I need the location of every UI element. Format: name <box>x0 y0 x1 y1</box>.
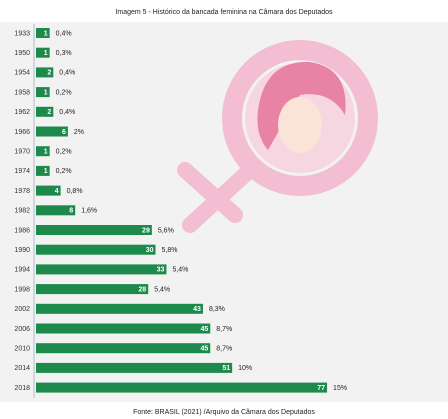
share-label: 8,7% <box>216 326 232 333</box>
bar-value-label: 1 <box>44 149 48 156</box>
share-label: 5,6% <box>158 227 174 234</box>
y-tick-label: 1962 <box>14 109 30 116</box>
bar-value-label: 6 <box>62 129 66 136</box>
bar <box>36 363 232 373</box>
bar-value-label: 28 <box>138 286 146 293</box>
bar-value-label: 4 <box>55 188 59 195</box>
y-tick-label: 1998 <box>14 286 30 293</box>
bar-value-label: 30 <box>146 247 154 254</box>
y-tick-label: 2006 <box>14 326 30 333</box>
bar <box>36 383 327 393</box>
bar-value-label: 51 <box>222 365 230 372</box>
share-label: 15% <box>333 385 347 392</box>
share-label: 0,4% <box>59 70 75 77</box>
share-label: 0,4% <box>59 109 75 116</box>
bar <box>36 245 156 255</box>
y-tick-label: 2014 <box>14 365 30 372</box>
share-label: 0,8% <box>67 188 83 195</box>
share-label: 0,3% <box>56 50 72 57</box>
bar-value-label: 1 <box>44 50 48 57</box>
bar <box>36 284 148 294</box>
chart-title: Imagem 5 - Histórico da bancada feminina… <box>115 9 333 16</box>
bar <box>36 304 203 314</box>
bar-value-label: 45 <box>200 346 208 353</box>
y-tick-label: 1966 <box>14 129 30 136</box>
y-tick-label: 2002 <box>14 306 30 313</box>
y-tick-label: 1970 <box>14 149 30 156</box>
share-label: 0,4% <box>56 30 72 37</box>
bar-value-label: 77 <box>317 385 325 392</box>
bar <box>36 343 210 353</box>
bar-value-label: 45 <box>200 326 208 333</box>
y-tick-label: 1950 <box>14 50 30 57</box>
bar-value-label: 2 <box>47 109 51 116</box>
share-label: 2% <box>74 129 84 136</box>
bar <box>36 324 210 334</box>
y-tick-label: 2010 <box>14 346 30 353</box>
bar-value-label: 29 <box>142 227 150 234</box>
share-label: 5,4% <box>172 267 188 274</box>
share-label: 5,8% <box>162 247 178 254</box>
share-label: 0,2% <box>56 168 72 175</box>
y-tick-label: 1974 <box>14 168 30 175</box>
share-label: 8,7% <box>216 346 232 353</box>
y-tick-label: 1954 <box>14 70 30 77</box>
share-label: 10% <box>238 365 252 372</box>
bar <box>36 264 166 274</box>
y-tick-label: 1990 <box>14 247 30 254</box>
share-label: 1,6% <box>81 208 97 215</box>
y-tick-label: 2018 <box>14 385 30 392</box>
y-tick-label: 1982 <box>14 208 30 215</box>
bar-value-label: 8 <box>69 208 73 215</box>
y-tick-label: 1978 <box>14 188 30 195</box>
y-tick-label: 1958 <box>14 89 30 96</box>
share-label: 5,4% <box>154 286 170 293</box>
bar-value-label: 1 <box>44 30 48 37</box>
share-label: 8,3% <box>209 306 225 313</box>
bar-value-label: 1 <box>44 89 48 96</box>
bar-value-label: 1 <box>44 168 48 175</box>
bar <box>36 225 152 235</box>
share-label: 0,2% <box>56 149 72 156</box>
y-tick-label: 1994 <box>14 267 30 274</box>
share-label: 0,2% <box>56 89 72 96</box>
bar-value-label: 33 <box>157 267 165 274</box>
y-tick-label: 1986 <box>14 227 30 234</box>
footer: Fonte: BRASIL (2021) /Arquivo da Câmara … <box>133 409 315 416</box>
chart: Imagem 5 - Histórico da bancada feminina… <box>0 0 448 419</box>
bar-value-label: 43 <box>193 306 201 313</box>
bar-value-label: 2 <box>47 70 51 77</box>
y-tick-label: 1933 <box>14 30 30 37</box>
